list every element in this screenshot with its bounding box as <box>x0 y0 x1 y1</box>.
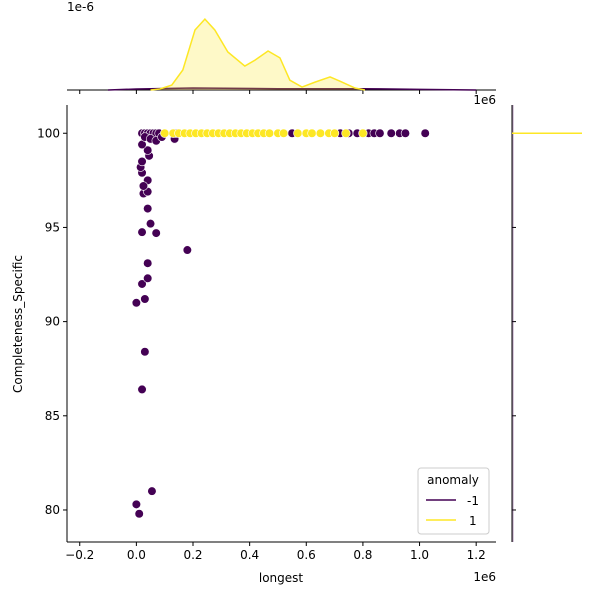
x-tick-label: 0.8 <box>353 548 372 562</box>
point-neg1 <box>137 156 147 167</box>
kde-fill-1 <box>150 19 365 90</box>
point-1 <box>329 128 340 138</box>
x-axis-label: longest <box>259 571 304 585</box>
point-neg1 <box>400 128 410 138</box>
right-marginal <box>511 105 582 542</box>
legend-title: anomaly <box>427 473 479 487</box>
point-neg1 <box>137 227 147 237</box>
legend: anomaly -1 1 <box>417 467 490 535</box>
point-neg1 <box>131 499 141 509</box>
point-1 <box>293 128 303 138</box>
point-1 <box>358 128 368 138</box>
legend-label-1: 1 <box>469 514 477 528</box>
x-tick-label: 0.0 <box>127 548 146 562</box>
point-1 <box>264 128 275 138</box>
point-neg1 <box>140 294 150 304</box>
x-tick-label: −0.2 <box>65 548 94 562</box>
point-1 <box>279 128 289 138</box>
x-tick-label: 0.4 <box>240 548 259 562</box>
point-neg1 <box>140 347 150 357</box>
point-neg1 <box>151 228 161 238</box>
kde-line-1 <box>150 18 366 91</box>
x-tick-label: 0.2 <box>183 548 202 562</box>
point-neg1 <box>143 203 153 214</box>
point-neg1 <box>131 298 141 308</box>
y-tick-label: 95 <box>45 220 60 234</box>
main-axes: −0.2 0.0 0.2 0.4 0.6 0.8 1.0 1.2 80 85 90 95 100 <box>37 105 496 562</box>
top-marginal <box>67 18 496 94</box>
x-tick-label: 1.2 <box>467 548 486 562</box>
point-neg1 <box>143 273 153 283</box>
y-tick-label: 100 <box>37 126 60 140</box>
point-neg1 <box>145 219 156 229</box>
right-offset-label: 1e6 <box>473 93 496 107</box>
legend-box <box>417 467 490 535</box>
y-axis-label: Completeness_Specific <box>11 255 25 393</box>
y-tick-label: 85 <box>45 409 60 423</box>
x-offset-label: 1e6 <box>473 570 496 584</box>
x-tick-label: 1.0 <box>410 548 429 562</box>
point-neg1 <box>143 258 153 268</box>
point-1 <box>315 128 326 138</box>
top-offset-label: 1e-6 <box>67 0 94 14</box>
point-neg1 <box>137 384 147 395</box>
point-neg1 <box>147 486 157 496</box>
y-tick-label: 90 <box>45 315 60 329</box>
point-neg1 <box>182 245 192 255</box>
point-1 <box>160 128 170 138</box>
legend-label-neg1: -1 <box>467 494 479 508</box>
point-1 <box>341 128 351 138</box>
point-neg1 <box>138 181 149 191</box>
point-neg1 <box>386 128 396 138</box>
point-neg1 <box>134 509 144 519</box>
y-tick-label: 80 <box>45 503 60 517</box>
point-neg1 <box>143 145 153 155</box>
point-neg1 <box>420 128 430 138</box>
kde-line-neg1 <box>108 87 477 91</box>
point-neg1 <box>375 128 385 138</box>
point-neg1 <box>137 279 147 289</box>
point-1 <box>307 128 317 138</box>
x-tick-label: 0.6 <box>297 548 316 562</box>
